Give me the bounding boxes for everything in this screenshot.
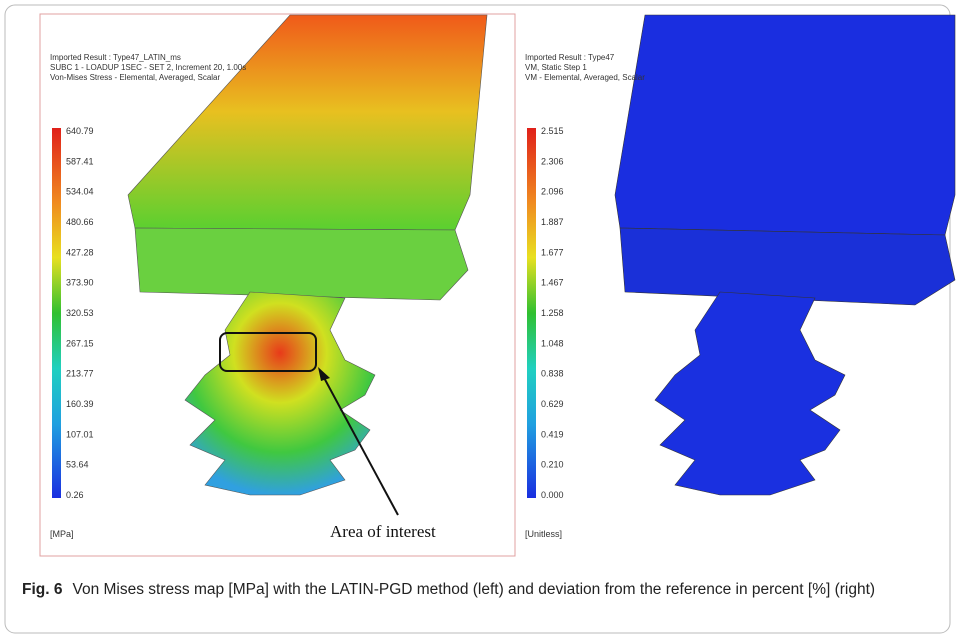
- header-line: SUBC 1 - LOADUP 1SEC - SET 2, Increment …: [50, 63, 246, 72]
- colorbar-label: 1.677: [541, 247, 564, 257]
- header-line: Imported Result : Type47: [525, 53, 615, 62]
- colorbar-label: 1.048: [541, 338, 564, 348]
- colorbar-label: 534.04: [66, 187, 94, 197]
- figure-page: [MPa] [Unitless] Area of interest Import…: [0, 0, 956, 639]
- header-line: Imported Result : Type47_LATIN_ms: [50, 53, 181, 62]
- caption-label: Fig. 6: [22, 581, 62, 598]
- caption-text: Von Mises stress map [MPa] with the LATI…: [72, 581, 875, 598]
- left-unit: [MPa]: [50, 529, 74, 539]
- left-colorbar: [52, 128, 61, 498]
- colorbar-label: 2.515: [541, 126, 564, 136]
- colorbar-label: 1.467: [541, 278, 564, 288]
- colorbar-label: 53.64: [66, 460, 89, 470]
- colorbar-label: 267.15: [66, 338, 94, 348]
- colorbar-label: 0.838: [541, 369, 564, 379]
- colorbar-label: 427.28: [66, 247, 94, 257]
- right-unit: [Unitless]: [525, 529, 562, 539]
- colorbar-label: 0.629: [541, 399, 564, 409]
- right-colorbar: [527, 128, 536, 498]
- colorbar-label: 320.53: [66, 308, 94, 318]
- colorbar-label: 1.258: [541, 308, 564, 318]
- colorbar-label: 213.77: [66, 369, 94, 379]
- colorbar-label: 587.41: [66, 156, 94, 166]
- header-line: VM - Elemental, Averaged, Scalar: [525, 73, 645, 82]
- colorbar-label: 0.419: [541, 429, 564, 439]
- colorbar-label: 373.90: [66, 278, 94, 288]
- colorbar-label: 0.210: [541, 460, 564, 470]
- header-line: VM, Static Step 1: [525, 63, 587, 72]
- colorbar-label: 640.79: [66, 126, 94, 136]
- right-blade: [615, 15, 955, 495]
- header-line: Von-Mises Stress - Elemental, Averaged, …: [50, 73, 220, 82]
- colorbar-label: 1.887: [541, 217, 564, 227]
- colorbar-label: 2.306: [541, 156, 564, 166]
- colorbar-label: 107.01: [66, 429, 94, 439]
- colorbar-label: 0.26: [66, 490, 84, 500]
- colorbar-label: 2.096: [541, 187, 564, 197]
- annotation-label: Area of interest: [330, 522, 436, 541]
- figure: [MPa] [Unitless] Area of interest Import…: [0, 0, 956, 639]
- colorbar-label: 160.39: [66, 399, 94, 409]
- colorbar-label: 480.66: [66, 217, 94, 227]
- caption: Fig. 6 Von Mises stress map [MPa] with th…: [22, 578, 922, 602]
- colorbar-label: 0.000: [541, 490, 564, 500]
